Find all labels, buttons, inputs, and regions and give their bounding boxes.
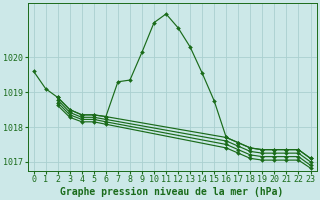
X-axis label: Graphe pression niveau de la mer (hPa): Graphe pression niveau de la mer (hPa) [60, 186, 284, 197]
